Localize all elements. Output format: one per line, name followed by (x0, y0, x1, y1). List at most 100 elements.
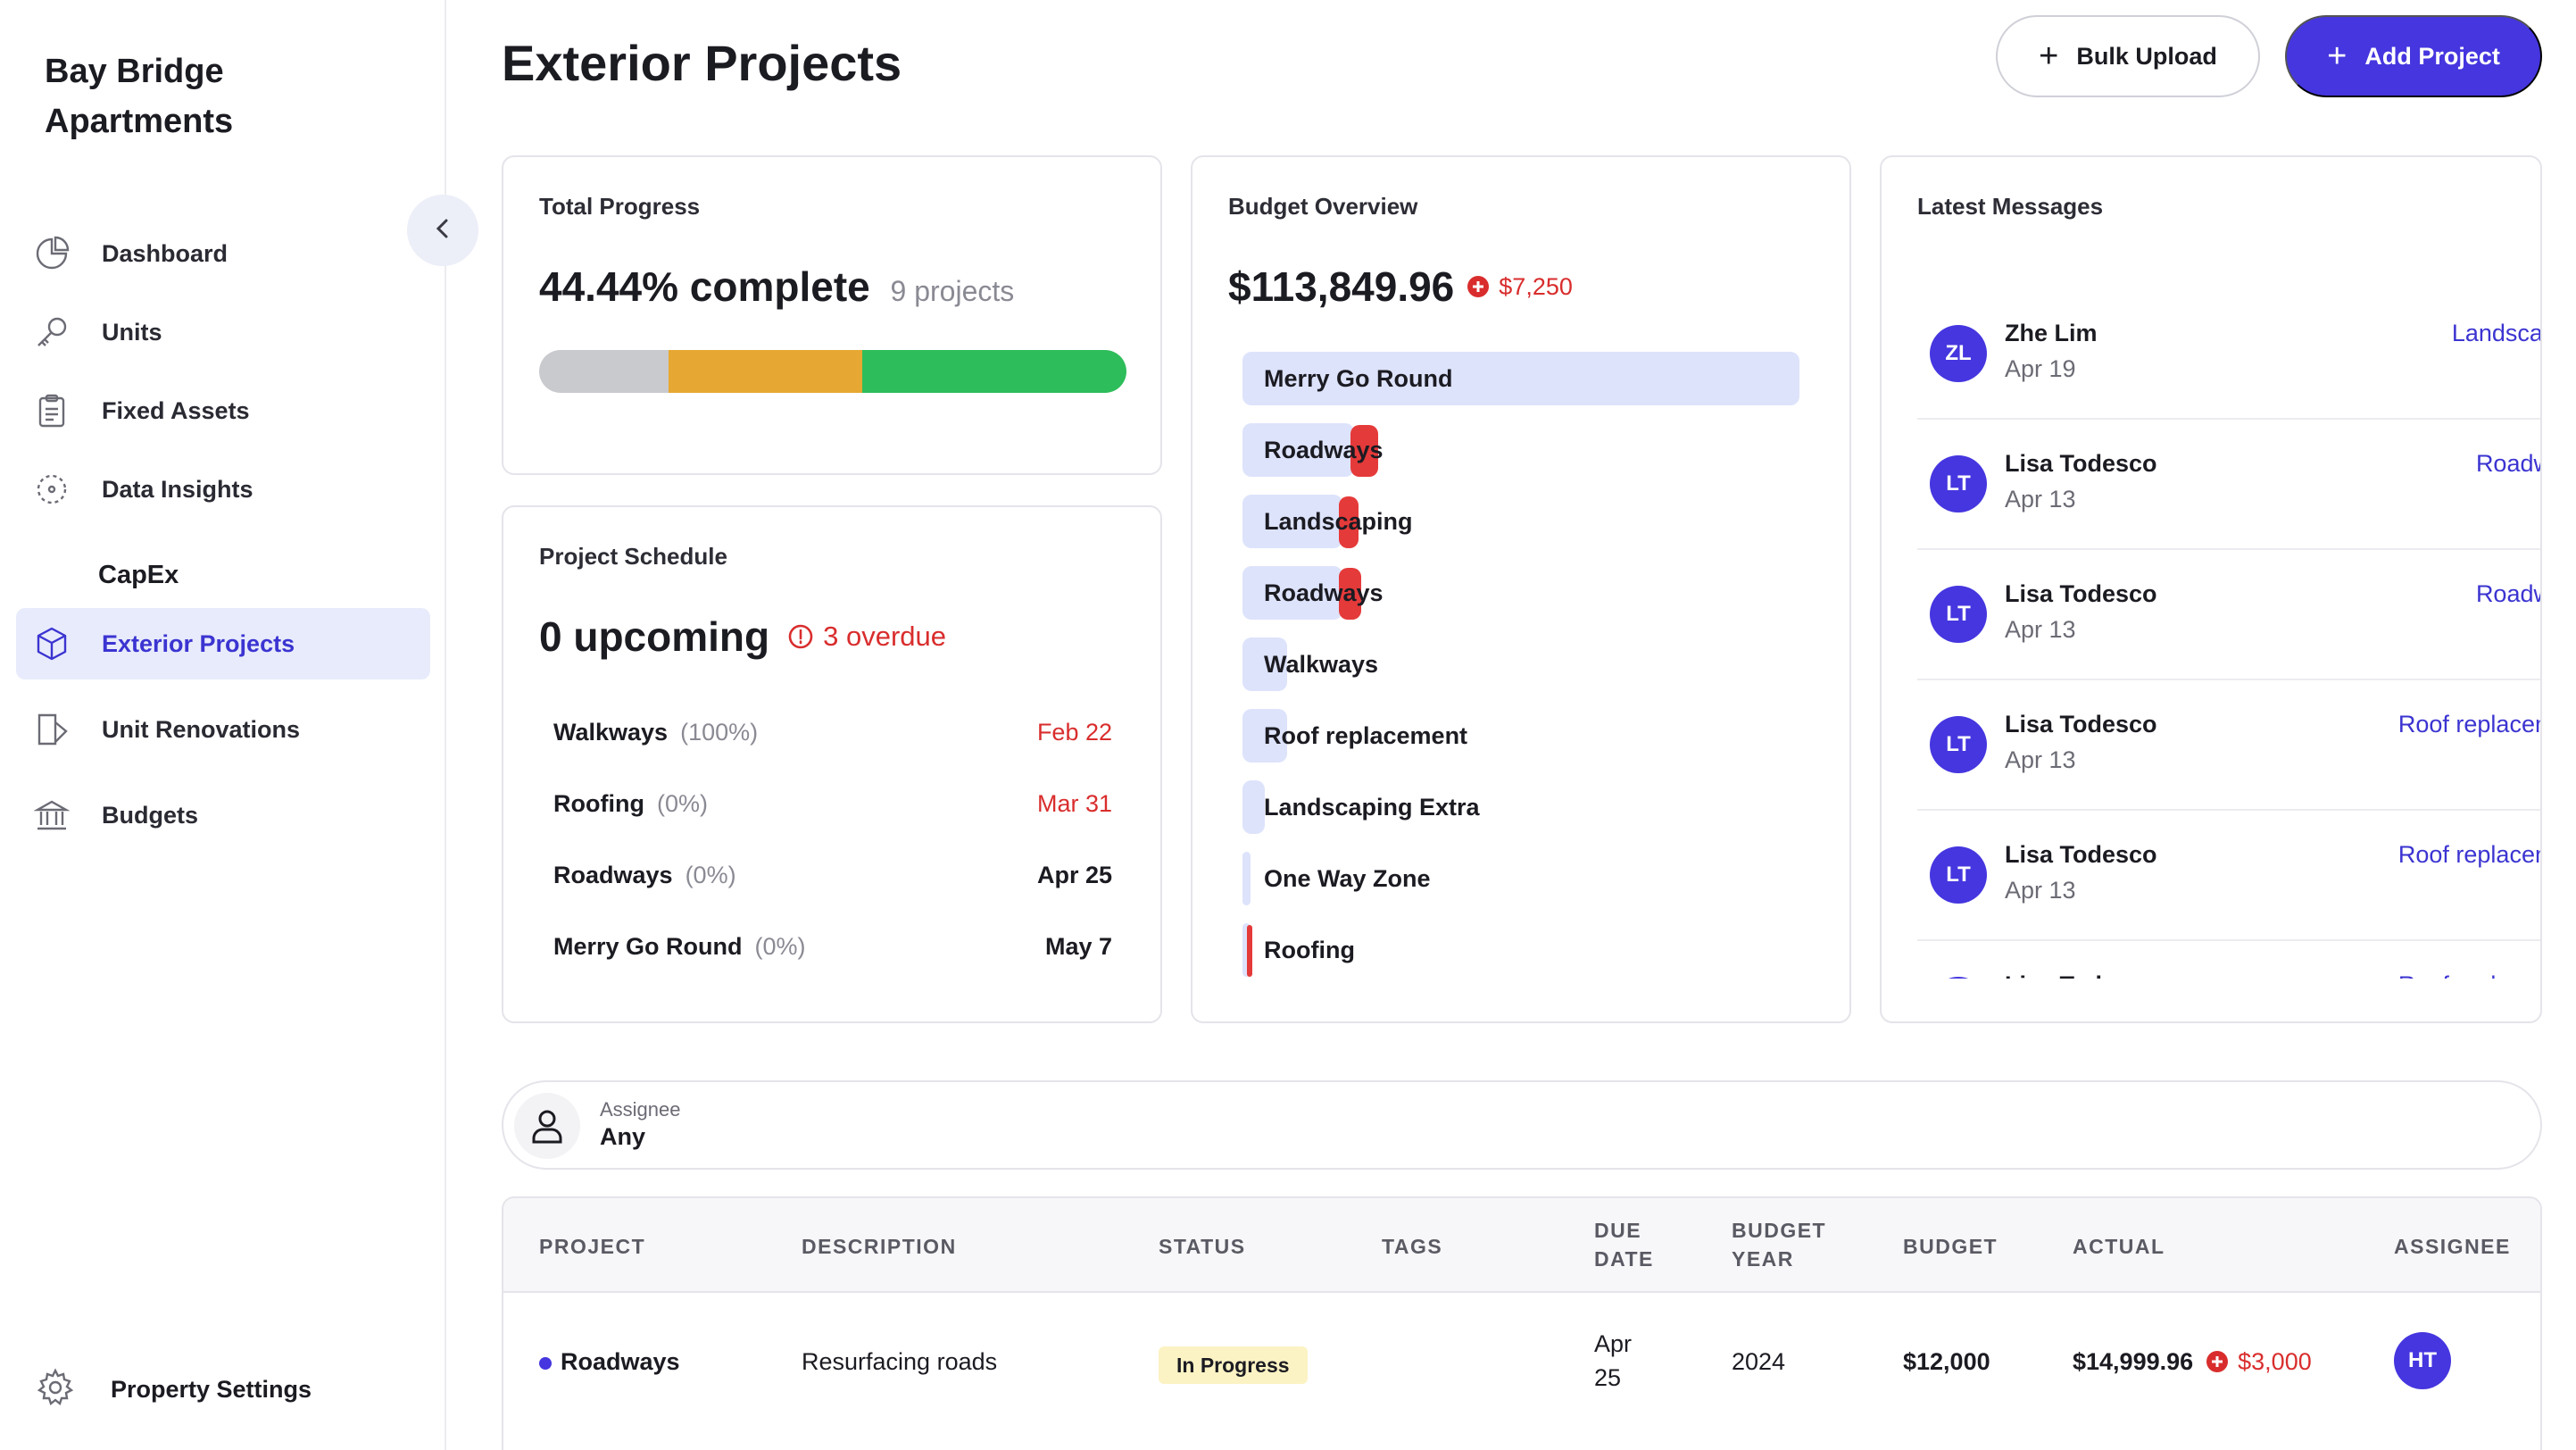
row-due-day: 25 (1594, 1364, 1622, 1391)
property-name: Bay Bridge Apartments (45, 53, 234, 140)
sidebar-item-data-insights[interactable]: Data Insights (16, 454, 430, 525)
budget-bar-fill (1242, 495, 1343, 548)
progress-value: 44.44% complete (539, 263, 870, 310)
row-budget-year: 2024 (1732, 1348, 1786, 1375)
budget-overage: $7,250 (1467, 273, 1573, 301)
column-header-due-date[interactable]: DUE DATE (1594, 1216, 1654, 1273)
message-project-link[interactable]: Landscaping (2451, 320, 2540, 346)
message-date: Apr 13 (2005, 486, 2076, 512)
plus-circle-icon (2206, 1350, 2229, 1373)
schedule-row-project: Roadways (0%) (553, 862, 736, 889)
latest-messages-card: Latest Messages ZL Zhe Lim Apr 19 Landscapi… (1880, 155, 2542, 1023)
person-icon (514, 1093, 580, 1159)
collapse-sidebar-button[interactable] (407, 195, 478, 266)
pie-chart-icon (32, 234, 71, 273)
budget-bar-label: Roadways (1264, 579, 1384, 606)
add-project-label: Add Project (2364, 42, 2500, 70)
card-title: Project Schedule (539, 543, 727, 570)
message-project-link[interactable]: Roadways (2475, 580, 2540, 607)
message-author: Lisa Todesco (2005, 971, 2157, 979)
budget-bar[interactable]: Walkways (1242, 638, 1799, 691)
message-project-link[interactable]: Roadways (2475, 450, 2540, 477)
message-item[interactable]: LT Lisa Todesco Roof replacement (1917, 941, 2540, 979)
budget-bar[interactable]: Landscaping Extra (1242, 780, 1799, 834)
sidebar-item-label: Units (102, 318, 162, 346)
schedule-row-percent: (0%) (656, 789, 708, 817)
budget-overage-value: $7,250 (1499, 272, 1573, 300)
avatar: LT (1930, 586, 1987, 643)
message-item[interactable]: LT Lisa Todesco Apr 13 Roof replacement (1917, 811, 2540, 941)
card-title: Budget Overview (1228, 193, 1418, 220)
page-title: Exterior Projects (502, 35, 902, 91)
schedule-row-name: Merry Go Round (553, 932, 743, 960)
schedule-row[interactable]: Walkways (100%) Feb 22 (553, 714, 1112, 750)
budget-bar-fill (1242, 423, 1354, 477)
budget-total-value: $113,849.96 (1228, 263, 1455, 310)
message-item[interactable]: ZL Zhe Lim Apr 19 Landscaping (1917, 289, 2540, 420)
total-progress-card: Total Progress 44.44% complete 9 project… (502, 155, 1162, 475)
schedule-row-project: Walkways (100%) (553, 719, 758, 746)
sidebar-item-budgets[interactable]: Budgets (16, 779, 430, 851)
message-project-link[interactable]: Roof replacement (2397, 711, 2540, 738)
bulk-upload-label: Bulk Upload (2076, 42, 2217, 70)
card-title: Latest Messages (1917, 193, 2104, 220)
schedule-row-percent: (100%) (680, 718, 759, 746)
table-header: PROJECT DESCRIPTION STATUS TAGS DUE DATE… (503, 1198, 2540, 1293)
status-badge: In Progress (1159, 1346, 1308, 1384)
message-date: Apr 13 (2005, 877, 2076, 904)
avatar: LT (1930, 846, 1987, 904)
message-author: Zhe Lim (2005, 320, 2098, 346)
sidebar-item-fixed-assets[interactable]: Fixed Assets (16, 375, 430, 446)
budget-bar[interactable]: Roof replacement (1242, 709, 1799, 762)
project-count: 9 projects (890, 275, 1015, 307)
column-header-status[interactable]: STATUS (1159, 1235, 1246, 1258)
column-header-tags[interactable]: TAGS (1382, 1235, 1443, 1258)
card-title: Total Progress (539, 193, 701, 220)
property-settings-link[interactable]: Property Settings (36, 1354, 312, 1425)
message-project-link[interactable]: Roof replacement (2398, 971, 2540, 979)
sidebar-item-unit-renovations[interactable]: Unit Renovations (16, 694, 430, 765)
budget-bar[interactable]: Roofing (1242, 923, 1799, 977)
assignee-avatar[interactable]: HT (2394, 1332, 2451, 1389)
message-item[interactable]: LT Lisa Todesco Apr 13 Roof replacement (1917, 680, 2540, 811)
add-project-button[interactable]: + Add Project (2285, 15, 2542, 97)
bulk-upload-button[interactable]: + Bulk Upload (1996, 15, 2260, 97)
budget-overview-card: Budget Overview $113,849.96 $7,250 Merry… (1191, 155, 1851, 1023)
row-project[interactable]: Roadways (539, 1345, 680, 1379)
message-project-link[interactable]: Roof replacement (2397, 841, 2540, 868)
message-item[interactable]: LT Lisa Todesco Apr 13 Roadways (1917, 420, 2540, 550)
sidebar-item-dashboard[interactable]: Dashboard (16, 218, 430, 289)
sidebar-item-units[interactable]: Units (16, 296, 430, 368)
budget-bar-label: Landscaping (1264, 508, 1413, 535)
schedule-row[interactable]: Merry Go Round (0%) May 7 (553, 929, 1112, 964)
row-overage-value: $3,000 (2238, 1348, 2312, 1375)
upcoming-count: 0 upcoming (539, 613, 770, 660)
bank-icon (32, 796, 71, 835)
schedule-row-date: May 7 (1044, 932, 1112, 960)
schedule-row[interactable]: Roadways (0%) Apr 25 (553, 857, 1112, 893)
schedule-row-percent: (0%) (754, 932, 806, 960)
column-header-assignee[interactable]: ASSIGNEE (2394, 1235, 2511, 1258)
column-header-budget-year[interactable]: BUDGET YEAR (1732, 1216, 1826, 1273)
budget-bar-fill (1242, 709, 1287, 762)
column-header-description[interactable]: DESCRIPTION (802, 1235, 957, 1258)
column-header-project[interactable]: PROJECT (539, 1235, 646, 1258)
budget-bar-fill (1242, 566, 1343, 620)
schedule-row-date: Apr 25 (1036, 861, 1112, 888)
budget-bar[interactable]: Merry Go Round (1242, 352, 1799, 405)
progress-segment (539, 350, 669, 393)
column-header-actual[interactable]: ACTUAL (2073, 1235, 2165, 1258)
sidebar-item-exterior-projects[interactable]: Exterior Projects (16, 608, 430, 679)
budget-bar[interactable]: One Way Zone (1242, 852, 1799, 905)
property-settings-label: Property Settings (111, 1375, 312, 1403)
column-header-budget[interactable]: BUDGET (1903, 1235, 1998, 1258)
budget-bar[interactable]: Roadways (1242, 423, 1799, 477)
budget-bar[interactable]: Roadways (1242, 566, 1799, 620)
filter-label: Assignee (600, 1098, 681, 1121)
message-item[interactable]: LT Lisa Todesco Apr 13 Roadways (1917, 550, 2540, 680)
budget-bar-label: Landscaping Extra (1264, 794, 1480, 821)
schedule-row[interactable]: Roofing (0%) Mar 31 (553, 786, 1112, 821)
assignee-filter[interactable]: Assignee Any (502, 1080, 2542, 1170)
budget-year-line-1: BUDGET (1732, 1219, 1827, 1242)
budget-bar[interactable]: Landscaping (1242, 495, 1799, 548)
